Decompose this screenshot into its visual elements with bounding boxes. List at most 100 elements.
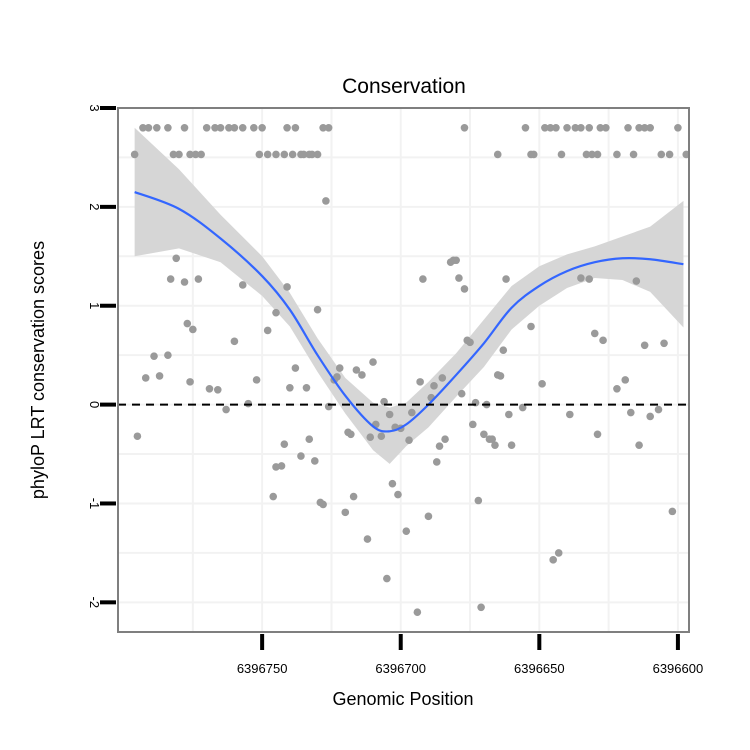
data-point — [191, 150, 200, 159]
y-tick-label: 0 — [87, 401, 102, 408]
y-tick-label: -2 — [87, 597, 102, 609]
data-point — [183, 319, 192, 328]
data-point — [505, 410, 513, 419]
data-point — [269, 492, 278, 501]
data-point — [225, 123, 233, 132]
data-point — [538, 380, 546, 388]
data-point — [665, 150, 674, 159]
data-point — [552, 123, 560, 132]
data-point — [432, 458, 441, 466]
data-points — [130, 123, 691, 617]
data-point — [230, 123, 239, 132]
data-point — [527, 322, 535, 331]
data-point — [466, 338, 474, 347]
chart-title: Conservation — [342, 75, 466, 98]
data-point — [141, 374, 150, 382]
data-point — [557, 150, 566, 159]
data-point — [541, 123, 549, 132]
x-tick-label: 6396700 — [375, 661, 426, 676]
data-point — [335, 364, 344, 372]
data-point — [635, 441, 643, 449]
data-point — [477, 603, 485, 612]
data-point — [441, 435, 449, 444]
data-point — [660, 339, 668, 348]
data-point — [430, 382, 438, 390]
smooth-line — [134, 191, 684, 433]
data-point — [283, 283, 291, 291]
data-point — [632, 277, 641, 285]
x-tick-label: 6396750 — [237, 661, 288, 676]
data-point — [255, 150, 264, 159]
data-point — [385, 410, 394, 419]
data-point — [621, 376, 630, 384]
data-point — [571, 123, 580, 132]
data-point — [635, 123, 643, 132]
data-point — [319, 500, 327, 509]
x-axis: 6396750 6396700 6396650 6396600 — [237, 634, 703, 676]
data-point — [613, 384, 621, 393]
data-point — [358, 371, 366, 379]
data-point — [308, 150, 316, 159]
data-point — [499, 346, 508, 355]
data-point — [197, 150, 205, 159]
y-axis: -2 -1 0 1 2 3 — [87, 104, 116, 608]
data-point — [488, 435, 496, 444]
data-point — [640, 341, 649, 350]
data-point — [302, 383, 311, 392]
data-point — [369, 358, 377, 366]
data-point — [674, 123, 682, 132]
x-tick-label: 6396600 — [653, 661, 704, 676]
data-point — [602, 123, 610, 132]
data-point — [646, 412, 654, 421]
data-point — [496, 372, 505, 380]
data-point — [383, 574, 391, 583]
data-point — [272, 308, 280, 317]
data-point — [408, 408, 416, 417]
data-point — [175, 150, 183, 159]
data-point — [263, 150, 272, 159]
data-point — [563, 123, 571, 132]
data-point — [582, 150, 591, 159]
data-point — [507, 441, 516, 449]
data-point — [416, 378, 424, 386]
data-point — [588, 150, 596, 159]
smooth-line-layer — [134, 191, 684, 433]
data-point — [349, 492, 358, 501]
data-point — [455, 274, 463, 282]
y-axis-label: phyloP LRT conservation scores — [28, 241, 48, 499]
data-point — [288, 150, 297, 159]
data-point — [646, 123, 654, 132]
data-point — [593, 150, 602, 159]
data-point — [419, 275, 427, 283]
y-tick-label: 1 — [87, 302, 102, 309]
data-point — [155, 372, 164, 380]
data-point — [352, 366, 361, 374]
y-tick-label: 2 — [87, 203, 102, 210]
data-point — [596, 123, 605, 132]
data-point — [280, 440, 289, 448]
data-point — [130, 150, 139, 159]
data-point — [590, 329, 599, 338]
data-point — [585, 275, 594, 283]
data-point — [250, 123, 258, 132]
data-point — [566, 410, 574, 419]
data-point — [624, 123, 632, 132]
data-point — [577, 274, 585, 282]
data-point — [363, 535, 372, 543]
panel-border — [117, 107, 690, 633]
data-point — [460, 285, 469, 293]
data-point — [405, 436, 413, 444]
grid-lines — [118, 108, 689, 632]
data-point — [502, 275, 510, 283]
data-point — [211, 123, 219, 132]
data-point — [311, 457, 319, 465]
data-point — [186, 150, 194, 159]
data-point — [347, 430, 355, 439]
data-point — [252, 376, 261, 384]
data-point — [164, 351, 172, 359]
data-point — [460, 123, 469, 132]
data-point — [435, 442, 444, 450]
data-point — [280, 150, 289, 159]
data-point — [133, 432, 142, 441]
data-point — [593, 430, 602, 439]
